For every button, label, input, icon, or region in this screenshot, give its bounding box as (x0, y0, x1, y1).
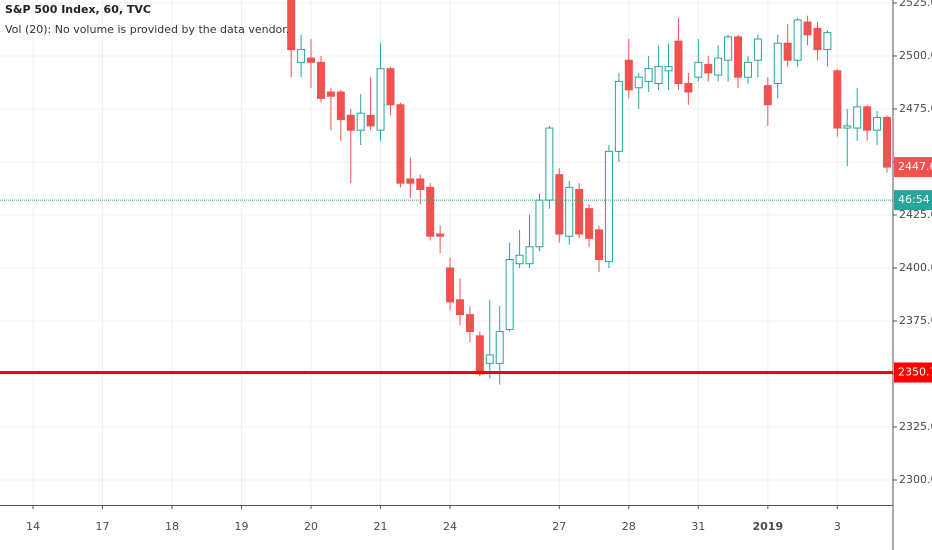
candle-body (446, 267, 455, 303)
candle-body (545, 127, 554, 201)
y-tick-label: 2500.0 (899, 49, 932, 62)
axes: 2300.02325.02350.02375.02400.02425.02450… (26, 0, 932, 533)
candle-body (465, 314, 474, 333)
x-tick-label: 14 (26, 520, 40, 533)
x-tick-label: 24 (443, 520, 457, 533)
y-tick-label: 2325.0 (899, 420, 932, 433)
candle-body (654, 66, 663, 85)
candle-body (585, 208, 594, 239)
candle-body (813, 27, 822, 51)
last-price-label: 2447.6 (898, 160, 932, 173)
candle-body (535, 199, 544, 248)
candle-body (406, 178, 415, 184)
candle-body (614, 80, 623, 152)
grid (0, 0, 893, 505)
y-tick-label: 2400.0 (899, 261, 932, 274)
candle-body (873, 116, 882, 131)
candle-body (823, 32, 832, 51)
candle-body (505, 258, 514, 330)
x-tick-label: 27 (552, 520, 566, 533)
candle-body (297, 49, 306, 63)
candle-body (356, 112, 365, 131)
candle-body (634, 76, 643, 89)
candle-body (714, 57, 723, 76)
y-tick-label: 2475.0 (899, 102, 932, 115)
y-tick-label: 2375.0 (899, 314, 932, 327)
x-tick-label: 3 (834, 520, 841, 533)
y-tick-label: 2525.0 (899, 0, 932, 9)
candle-body (694, 61, 703, 78)
x-tick-label: 28 (622, 520, 636, 533)
x-tick-label: 18 (165, 520, 179, 533)
candle-body (724, 36, 733, 61)
candle-body (793, 19, 802, 61)
price-line-label: 2350.7 (898, 365, 932, 378)
price-line-tag (894, 190, 932, 211)
candle-body (743, 61, 752, 78)
candle-body (684, 83, 693, 93)
candle-body (515, 254, 524, 265)
y-tick-label: 2425.0 (899, 208, 932, 221)
candle-body (624, 59, 633, 91)
candle-body (843, 125, 852, 129)
candle-body (316, 61, 325, 99)
candle-body (783, 42, 792, 61)
candle-body (565, 186, 574, 237)
candle-body (882, 116, 891, 168)
candle-body (525, 246, 534, 265)
candle-body (485, 354, 494, 364)
candle-body (604, 150, 613, 263)
candle-body (575, 189, 584, 235)
y-tick-label: 2300.0 (899, 473, 932, 486)
chart-title: S&P 500 Index, 60, TVC (5, 3, 151, 16)
candle-body (853, 106, 862, 129)
candle-body (376, 68, 385, 131)
candle-body (386, 68, 395, 106)
candle-body (803, 21, 812, 36)
candle-body (555, 174, 564, 235)
candle-body (753, 38, 762, 61)
x-tick-label: 31 (691, 520, 705, 533)
candle-body (763, 85, 772, 106)
candle-body (426, 186, 435, 237)
candle-body (436, 233, 445, 237)
candle-body (644, 68, 653, 82)
candle-body (664, 66, 673, 72)
candle-body (307, 57, 316, 63)
candle-body (595, 229, 604, 260)
candle-body (833, 70, 842, 129)
x-tick-label: 20 (304, 520, 318, 533)
candle-body (475, 335, 484, 375)
price-line-tag (894, 362, 932, 383)
candle-body (287, 0, 296, 51)
x-tick-label: 21 (374, 520, 388, 533)
candle-body (346, 114, 355, 131)
x-tick-label: 19 (235, 520, 249, 533)
candle-body (734, 36, 743, 78)
price-line-label: 46:54 (898, 193, 930, 206)
chart-subtitle: Vol (20): No volume is provided by the d… (5, 23, 289, 36)
x-tick-label: 17 (96, 520, 110, 533)
candle-body (396, 104, 405, 184)
candle-body (336, 91, 345, 121)
candle-body (674, 40, 683, 85)
candle-body (455, 299, 464, 316)
last-price-tag (894, 157, 932, 178)
candle-body (863, 106, 872, 131)
plot (0, 0, 893, 385)
candle-body (326, 91, 335, 97)
x-tick-label: 2019 (753, 520, 784, 533)
candle-body (366, 114, 375, 127)
candle-body (773, 42, 782, 85)
candle-body (704, 63, 713, 74)
candle-body (495, 331, 504, 364)
candle-body (416, 178, 425, 191)
